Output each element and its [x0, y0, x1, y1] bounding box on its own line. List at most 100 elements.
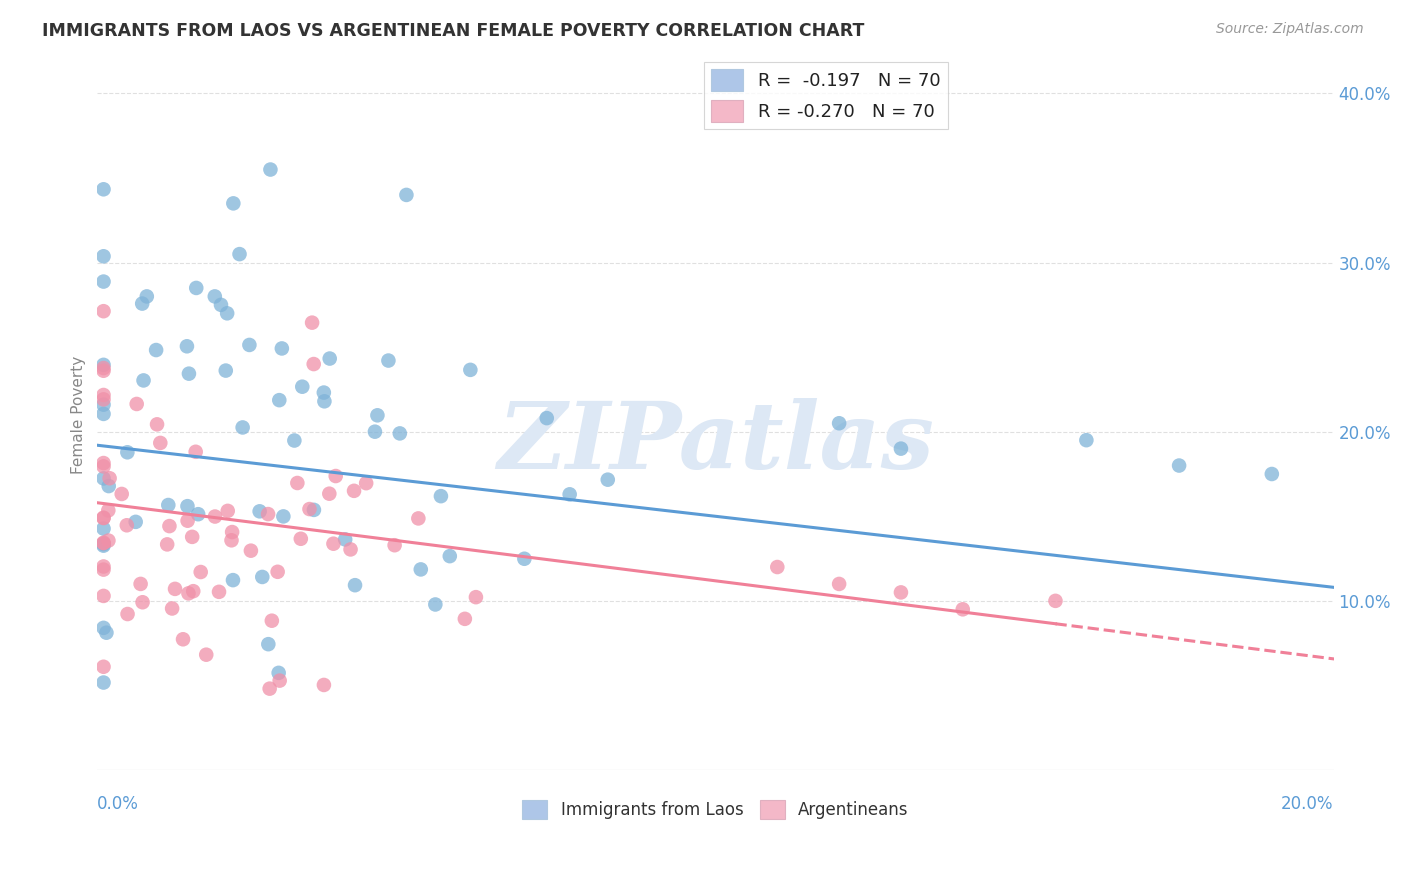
Point — [266, 565, 288, 579]
Point — [273, 509, 295, 524]
Point — [177, 367, 200, 381]
Point — [301, 316, 323, 330]
Point — [269, 393, 291, 408]
Point — [181, 584, 204, 599]
Point — [195, 648, 218, 662]
Point — [333, 533, 356, 547]
Point — [952, 602, 974, 616]
Text: Source: ZipAtlas.com: Source: ZipAtlas.com — [1216, 22, 1364, 37]
Point — [157, 498, 180, 512]
Point — [160, 601, 183, 615]
Point — [93, 361, 115, 376]
Point — [1261, 467, 1284, 481]
Point — [98, 471, 121, 485]
Point — [93, 675, 115, 690]
Point — [184, 444, 207, 458]
Point — [558, 487, 581, 501]
Point — [364, 425, 387, 439]
Point — [131, 595, 153, 609]
Point — [159, 519, 181, 533]
Point — [366, 409, 388, 423]
Point — [228, 247, 250, 261]
Point — [395, 188, 418, 202]
Point — [135, 289, 157, 303]
Point — [319, 351, 342, 366]
Point — [454, 612, 477, 626]
Text: IMMIGRANTS FROM LAOS VS ARGENTINEAN FEMALE POVERTY CORRELATION CHART: IMMIGRANTS FROM LAOS VS ARGENTINEAN FEMA… — [42, 22, 865, 40]
Point — [125, 397, 148, 411]
Point — [464, 590, 486, 604]
Point — [125, 515, 148, 529]
Point — [145, 343, 167, 357]
Point — [111, 487, 134, 501]
Point — [115, 518, 138, 533]
Point — [97, 533, 120, 548]
Point — [163, 582, 186, 596]
Text: ZIPatlas: ZIPatlas — [496, 398, 934, 488]
Point — [536, 411, 558, 425]
Point — [425, 598, 447, 612]
Point — [238, 338, 260, 352]
Point — [314, 394, 336, 409]
Point — [172, 632, 194, 647]
Point — [377, 353, 399, 368]
Point — [93, 471, 115, 485]
Point — [222, 573, 245, 587]
Point — [325, 469, 347, 483]
Point — [93, 364, 115, 378]
Point — [215, 363, 238, 377]
Point — [96, 625, 118, 640]
Point — [204, 509, 226, 524]
Point — [131, 296, 153, 310]
Point — [766, 560, 789, 574]
Point — [259, 162, 281, 177]
Point — [513, 551, 536, 566]
Point — [93, 510, 115, 524]
Point — [269, 673, 291, 688]
Point — [97, 503, 120, 517]
Point — [177, 586, 200, 600]
Point — [93, 407, 115, 421]
Point — [176, 514, 198, 528]
Point — [298, 502, 321, 516]
Point — [291, 380, 314, 394]
Point — [828, 577, 851, 591]
Point — [302, 503, 325, 517]
Point — [146, 417, 169, 432]
Point — [344, 578, 367, 592]
Point — [93, 511, 115, 525]
Point — [1168, 458, 1191, 473]
Point — [460, 363, 482, 377]
Point — [93, 522, 115, 536]
Point — [117, 607, 139, 621]
Point — [252, 570, 274, 584]
Point — [270, 342, 292, 356]
Point — [93, 358, 115, 372]
Point — [181, 530, 204, 544]
Point — [388, 426, 411, 441]
Point — [186, 281, 208, 295]
Point — [132, 373, 155, 387]
Point — [221, 533, 243, 548]
Point — [890, 442, 912, 456]
Point — [156, 537, 179, 551]
Point — [93, 459, 115, 474]
Point — [204, 289, 226, 303]
Point — [312, 678, 335, 692]
Point — [93, 388, 115, 402]
Point — [190, 565, 212, 579]
Point — [222, 196, 245, 211]
Point — [93, 392, 115, 407]
Point — [93, 275, 115, 289]
Point — [93, 659, 115, 673]
Y-axis label: Female Poverty: Female Poverty — [72, 356, 86, 474]
Point — [596, 473, 619, 487]
Point — [232, 420, 254, 434]
Point — [249, 504, 271, 518]
Point — [217, 504, 239, 518]
Point — [221, 524, 243, 539]
Point — [93, 563, 115, 577]
Point — [312, 385, 335, 400]
Point — [285, 475, 308, 490]
Point — [267, 665, 290, 680]
